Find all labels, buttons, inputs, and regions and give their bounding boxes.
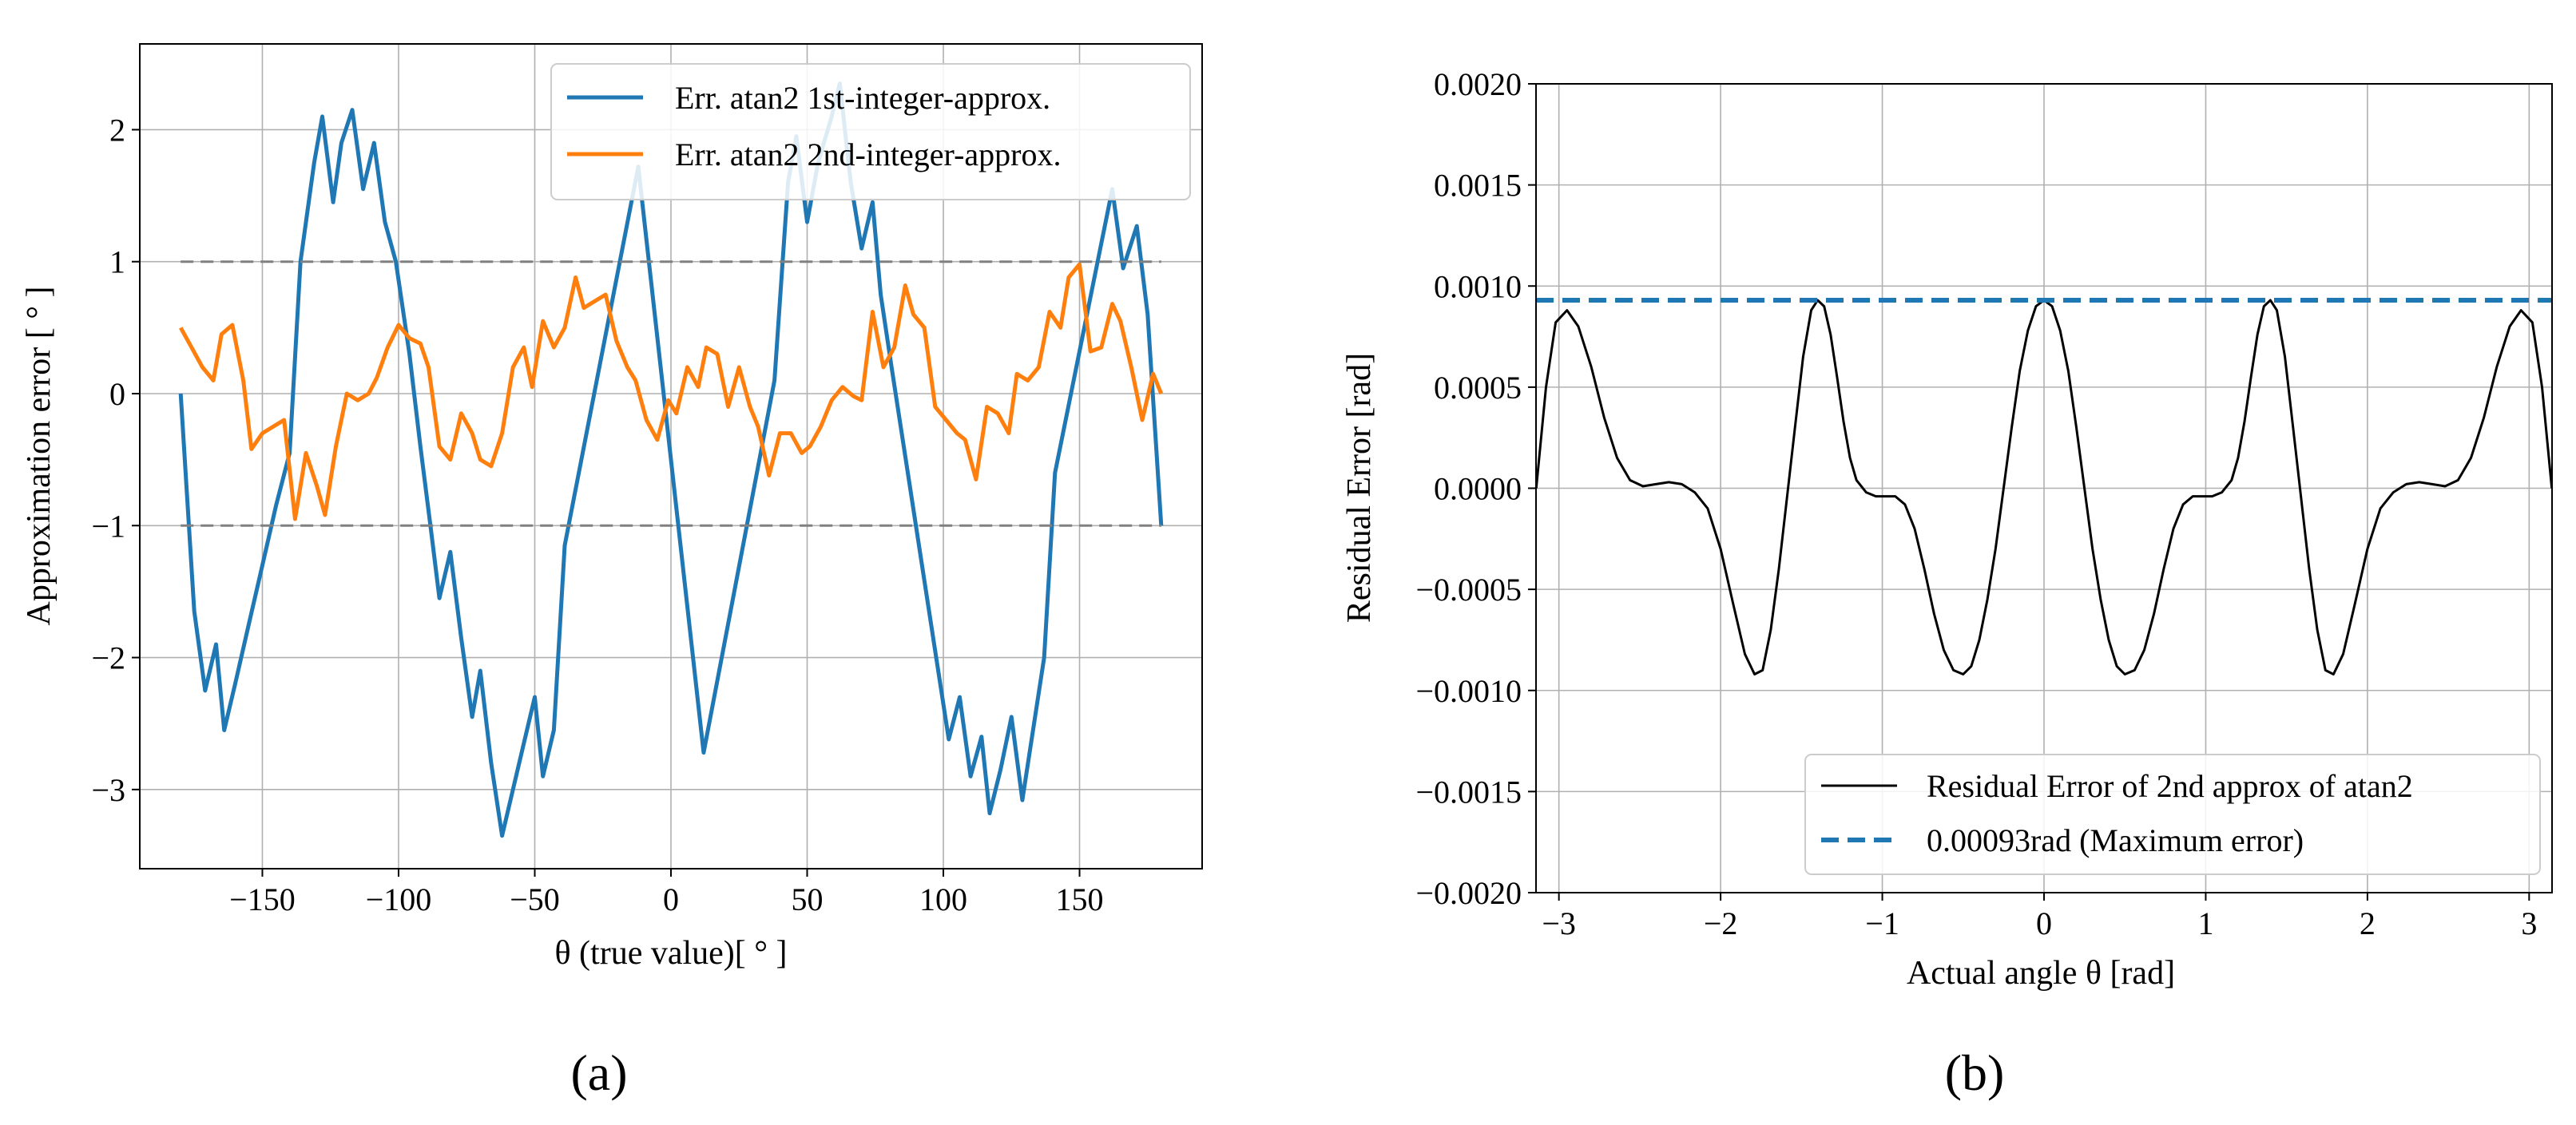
x-tick-label: −150 <box>229 881 296 917</box>
panel-b-legend: Residual Error of 2nd approx of atan2 0.… <box>1804 754 2541 875</box>
y-tick-label: −0.0020 <box>1415 875 1522 911</box>
y-tick-label: 0.0020 <box>1434 66 1522 102</box>
panel-a-series <box>178 81 1164 838</box>
panel-b-chart: −3 −2 −1 0 1 2 3 −0.0020 −0.0015 −0.0010 −0.0005 0.… <box>1341 66 2554 1101</box>
x-tick-label: −1 <box>1865 905 1899 941</box>
panel-a-chart: −150 −100 −50 0 50 100 150 −3 −2 −1 0 1 2 θ (true va… <box>21 43 1203 1101</box>
panel-b-xlabel: Actual angle θ [rad] <box>1907 955 2175 992</box>
x-tick-label: −50 <box>510 881 560 917</box>
panel-a-legend-label-1: Err. atan2 1st-integer-approx. <box>675 80 1050 116</box>
y-tick-label: −0.0015 <box>1415 774 1522 810</box>
y-tick-label: 0.0000 <box>1434 471 1522 507</box>
y-tick-label: −1 <box>91 508 125 544</box>
x-tick-label: −100 <box>366 881 432 917</box>
panel-b-series <box>1534 298 2554 675</box>
x-tick-label: 0 <box>2036 905 2052 941</box>
x-tick-label: 50 <box>792 881 824 917</box>
y-tick-label: 2 <box>109 112 125 148</box>
line-series-1 <box>178 81 1164 838</box>
y-tick-label: 1 <box>109 244 125 280</box>
panel-b-ticks: −3 −2 −1 0 1 2 3 −0.0020 −0.0015 −0.0010 −0.0005 0.… <box>1415 66 2537 941</box>
y-tick-label: −0.0005 <box>1415 572 1522 608</box>
x-tick-label: −3 <box>1542 905 1576 941</box>
x-tick-label: 3 <box>2521 905 2537 941</box>
panel-a-ticks: −150 −100 −50 0 50 100 150 −3 −2 −1 0 1 2 <box>91 112 1103 917</box>
x-tick-label: 0 <box>663 881 679 917</box>
x-tick-label: 150 <box>1056 881 1104 917</box>
panel-b-grid <box>1536 83 2552 893</box>
x-tick-label: −2 <box>1704 905 1738 941</box>
panel-b-legend-box <box>1804 754 2541 875</box>
panel-a-legend-label-2: Err. atan2 2nd-integer-approx. <box>675 137 1061 172</box>
y-tick-label: −0.0010 <box>1415 673 1522 709</box>
line-series-2 <box>179 262 1164 521</box>
panel-b-legend-label-2: 0.00093rad (Maximum error) <box>1927 822 2304 858</box>
panel-b-ylabel: Residual Error [rad] <box>1341 353 1378 623</box>
panel-a-legend: Err. atan2 1st-integer-approx. Err. atan… <box>550 63 1191 200</box>
panel-b-label: (b) <box>1945 1044 2005 1101</box>
y-tick-label: 0.0010 <box>1434 268 1522 304</box>
panel-a-legend-box <box>550 63 1191 200</box>
x-tick-label: 100 <box>919 881 967 917</box>
panel-a-xlabel: θ (true value)[ ° ] <box>554 935 787 972</box>
y-tick-label: 0 <box>109 376 125 412</box>
panel-b-legend-label-1: Residual Error of 2nd approx of atan2 <box>1927 768 2413 804</box>
y-tick-label: −2 <box>91 640 125 676</box>
x-tick-label: 1 <box>2197 905 2213 941</box>
y-tick-label: 0.0005 <box>1434 370 1522 406</box>
y-tick-label: 0.0015 <box>1434 168 1522 204</box>
x-tick-label: 2 <box>2360 905 2376 941</box>
y-tick-label: −3 <box>91 772 125 808</box>
panel-a-ylabel: Approximation error [ ° ] <box>21 286 58 625</box>
panel-a-label: (a) <box>570 1044 627 1101</box>
